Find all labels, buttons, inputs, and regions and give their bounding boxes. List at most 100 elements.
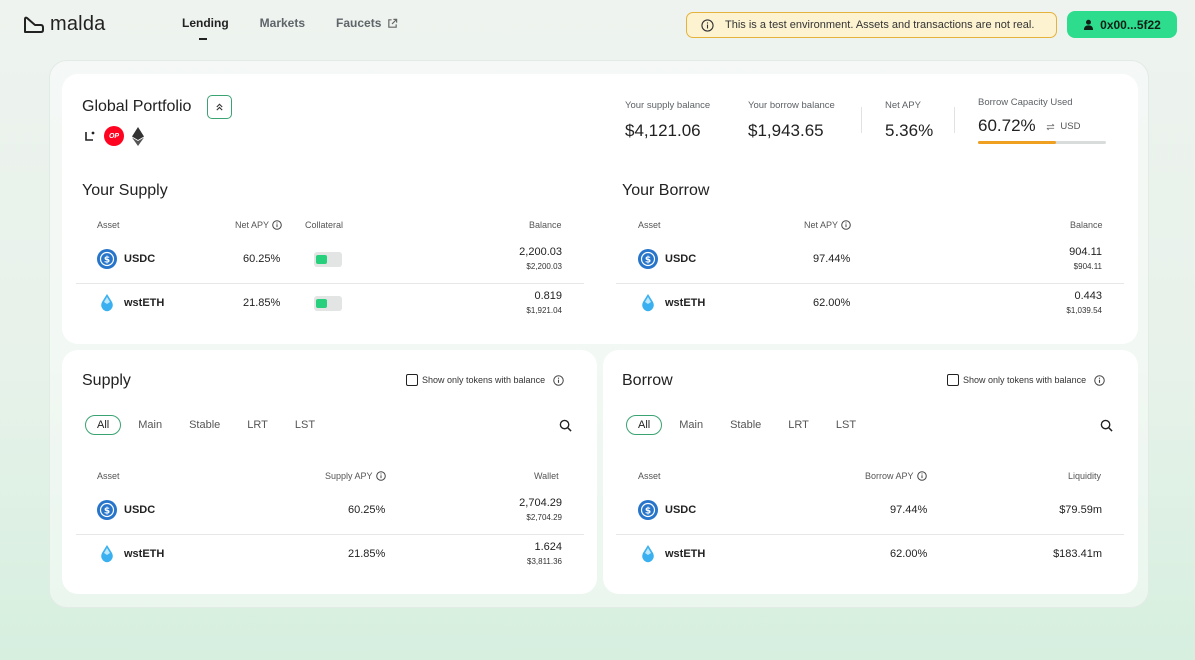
balance-cell: 904.11 $904.11 xyxy=(1069,246,1102,271)
net-apy-value: 97.44% xyxy=(813,253,851,265)
asset-cell: wstETH xyxy=(97,293,164,313)
asset-name: USDC xyxy=(124,253,156,265)
info-icon[interactable] xyxy=(553,374,564,386)
filter-lst[interactable]: LST xyxy=(294,419,316,431)
nav-markets[interactable]: Markets xyxy=(260,16,305,30)
chevrons-up-icon xyxy=(216,103,223,111)
filter-lrt[interactable]: LRT xyxy=(247,419,268,431)
info-icon[interactable] xyxy=(272,220,282,230)
asset-name: wstETH xyxy=(124,297,165,309)
filter-main[interactable]: Main xyxy=(138,419,163,431)
show-balance-label: Show only tokens with balance xyxy=(422,375,546,385)
user-icon xyxy=(1084,19,1094,30)
borrow-capacity-stat: Borrow Capacity Used 60.72% USD xyxy=(978,97,1080,136)
filter-all[interactable]: All xyxy=(85,415,122,435)
table-row[interactable]: wstETH 21.85% 0.819 $1,921.04 xyxy=(76,282,584,326)
borrow-capacity-value: 60.72% xyxy=(978,116,1036,135)
column-supply-apy-label: Supply APY xyxy=(325,471,373,481)
show-balance-filter[interactable]: Show only tokens with balance xyxy=(406,374,564,386)
collateral-toggle[interactable] xyxy=(314,252,342,267)
table-row[interactable]: wstETH 21.85% 1.624 $3,811.36 xyxy=(76,533,584,577)
net-apy-stat: Net APY 5.36% xyxy=(885,100,933,141)
top-bar: malda Lending Markets Faucets This is a … xyxy=(0,0,1195,50)
balance-cell: 2,200.03 $2,200.03 xyxy=(519,246,562,271)
info-icon[interactable] xyxy=(1094,374,1105,386)
linea-icon[interactable] xyxy=(84,130,96,142)
column-asset: Asset xyxy=(638,220,661,230)
wallet-cell: 2,704.29 $2,704.29 xyxy=(519,497,562,522)
table-row[interactable]: wstETH 62.00% 0.443 $1,039.54 xyxy=(616,282,1124,326)
svg-text:$: $ xyxy=(104,507,110,517)
column-balance: Balance xyxy=(1070,220,1103,230)
info-icon[interactable] xyxy=(916,471,927,481)
row-divider xyxy=(616,534,1124,535)
info-icon[interactable] xyxy=(841,220,851,230)
table-row[interactable]: $ USDC 60.25% 2,200.03 $2,200.03 xyxy=(76,238,584,282)
table-row[interactable]: $ USDC 60.25% 2,704.29 $2,704.29 xyxy=(76,489,584,533)
balance-amount: 0.819 xyxy=(534,290,562,302)
column-balance: Balance xyxy=(529,220,562,230)
nav-markets-label: Markets xyxy=(259,16,306,30)
balance-usd: $1,921.04 xyxy=(526,306,562,315)
wallet-usd: $3,811.36 xyxy=(527,557,562,566)
column-asset: Asset xyxy=(638,471,661,481)
logo[interactable]: malda xyxy=(22,13,105,36)
table-row[interactable]: wstETH 62.00% $183.41m xyxy=(616,533,1124,577)
asset-name: USDC xyxy=(124,504,156,516)
wallet-address: 0x00...5f22 xyxy=(1100,17,1161,32)
asset-cell: wstETH xyxy=(638,544,705,564)
malda-logo-icon xyxy=(24,16,44,33)
asset-name: USDC xyxy=(665,504,697,516)
nav-faucets[interactable]: Faucets xyxy=(336,16,398,30)
filter-stable[interactable]: Stable xyxy=(730,419,762,431)
wallet-amount: 1.624 xyxy=(534,541,562,553)
balance-amount: 2,200.03 xyxy=(519,246,562,258)
ethereum-icon[interactable] xyxy=(132,126,144,146)
filter-lst[interactable]: LST xyxy=(835,419,857,431)
row-divider xyxy=(616,283,1124,284)
toggle-knob xyxy=(316,299,327,308)
filter-stable[interactable]: Stable xyxy=(189,419,221,431)
table-row[interactable]: $ USDC 97.44% $79.59m xyxy=(616,489,1124,533)
borrow-capacity-label: Borrow Capacity Used xyxy=(978,97,1073,108)
optimism-icon[interactable]: OP xyxy=(104,126,124,146)
usdc-icon: $ xyxy=(97,249,117,269)
liquidity-value: $183.41m xyxy=(1053,548,1102,560)
currency-switch[interactable]: USD xyxy=(1046,121,1080,132)
row-divider xyxy=(76,534,584,535)
borrow-balance-label: Your borrow balance xyxy=(748,100,835,111)
search-icon[interactable] xyxy=(559,419,572,432)
balance-usd: $904.11 xyxy=(1073,262,1102,271)
borrow-capacity-bar xyxy=(978,141,1106,144)
filter-all[interactable]: All xyxy=(626,415,663,435)
filter-lrt[interactable]: LRT xyxy=(788,419,809,431)
logo-text: malda xyxy=(50,13,106,35)
column-wallet: Wallet xyxy=(534,471,559,481)
net-apy-value: 21.85% xyxy=(243,297,281,309)
collapse-portfolio-button[interactable] xyxy=(207,95,232,119)
show-balance-checkbox[interactable] xyxy=(947,374,959,386)
borrow-capacity-row: 60.72% USD xyxy=(978,116,1080,136)
table-row[interactable]: $ USDC 97.44% 904.11 $904.11 xyxy=(616,238,1124,282)
wallet-usd: $2,704.29 xyxy=(526,513,562,522)
supply-apy-value: 60.25% xyxy=(348,504,386,516)
info-icon[interactable] xyxy=(375,471,386,481)
your-supply-title: Your Supply xyxy=(82,182,168,199)
supply-apy-value: 21.85% xyxy=(348,548,386,560)
usdc-icon: $ xyxy=(638,249,658,269)
wsteth-icon xyxy=(101,294,113,312)
column-asset: Asset xyxy=(97,471,120,481)
show-balance-checkbox[interactable] xyxy=(406,374,418,386)
borrow-title: Borrow xyxy=(622,372,673,389)
search-icon[interactable] xyxy=(1100,419,1113,432)
row-divider xyxy=(76,283,584,284)
wallet-button[interactable]: 0x00...5f22 xyxy=(1067,11,1177,38)
asset-cell: $ USDC xyxy=(638,249,696,269)
borrow-apy-value: 97.44% xyxy=(890,504,928,516)
collateral-toggle[interactable] xyxy=(314,296,342,311)
nav-lending[interactable]: Lending xyxy=(182,16,229,40)
nav-lending-label: Lending xyxy=(182,16,229,30)
show-balance-filter[interactable]: Show only tokens with balance xyxy=(947,374,1105,386)
filter-main[interactable]: Main xyxy=(679,419,704,431)
net-apy-value: 60.25% xyxy=(243,253,281,265)
